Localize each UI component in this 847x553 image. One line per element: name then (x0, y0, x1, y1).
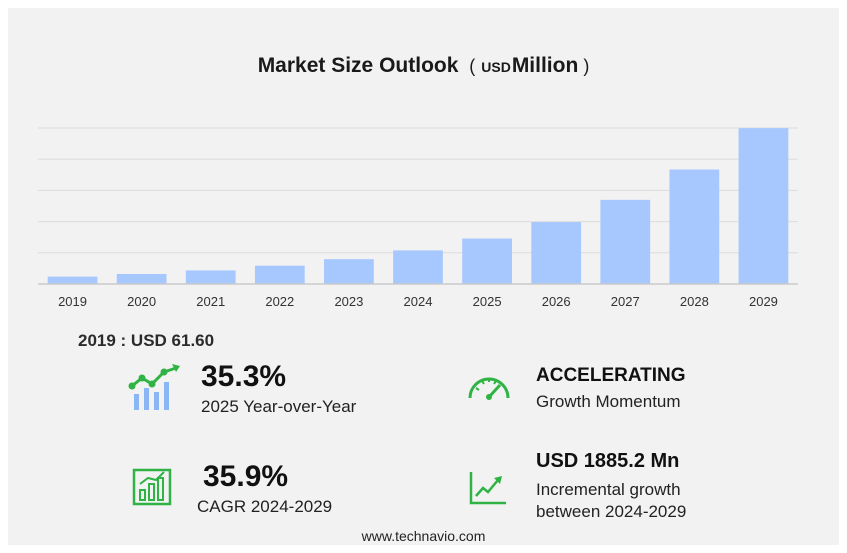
paren-open: ( (464, 56, 476, 76)
chart-title: Market Size Outlook ( USDMillion ) (8, 54, 839, 78)
yoy-value: 35.3% (201, 360, 287, 393)
momentum-stat: ACCELERATING Growth Momentum (536, 365, 686, 413)
bar-2022 (254, 265, 305, 284)
x-tick-label: 2024 (404, 294, 433, 309)
bar-2027 (600, 199, 651, 284)
bar-2019 (47, 276, 98, 284)
bar-2025 (462, 238, 512, 284)
incremental-value: USD 1885.2 Mn (536, 450, 680, 472)
x-tick-label: 2029 (749, 294, 778, 309)
bar-2029 (738, 128, 789, 284)
x-tick-label: 2027 (611, 294, 640, 309)
paren-close: ) (578, 56, 590, 76)
cagr-value: 35.9% (203, 460, 289, 493)
incremental-label-1: Incremental growth (536, 480, 681, 499)
unit-suffix: Million (511, 54, 579, 77)
bar-2021 (185, 270, 236, 284)
x-tick-label: 2026 (542, 294, 571, 309)
cagr-stat: 35.9% CAGR 2024-2029 (197, 460, 332, 518)
cagr-label: CAGR 2024-2029 (197, 497, 333, 516)
chart-card: Market Size Outlook (USDMillion ) 2019 20… (8, 8, 839, 545)
x-tick-label: 2028 (680, 294, 709, 309)
bar-2023 (324, 259, 374, 284)
unit-prefix: USD (481, 59, 511, 75)
bar-2028 (669, 169, 720, 284)
bar-2026 (531, 222, 582, 284)
x-tick-label: 2021 (196, 294, 225, 309)
bar-chart: 2019 2020 2021 2022 2023 2024 2025 2026 2027 2028… (38, 127, 798, 309)
x-tick-label: 2023 (334, 294, 363, 309)
growth-chart-icon (132, 468, 172, 506)
bar-2020 (116, 273, 167, 284)
x-tick-label: 2025 (473, 294, 502, 309)
trend-line-icon (469, 472, 506, 505)
source-footer: www.technavio.com (361, 528, 486, 544)
incremental-label-2: between 2024-2029 (536, 502, 687, 521)
chart-title-text: Market Size Outlook (257, 54, 459, 77)
bar-growth-icon (128, 364, 180, 410)
bar-2024 (393, 250, 443, 284)
x-tick-label: 2022 (265, 294, 294, 309)
x-tick-label: 2019 (58, 294, 87, 309)
incremental-stat: USD 1885.2 Mn Incremental growth between… (536, 450, 686, 523)
x-tick-label: 2020 (127, 294, 156, 309)
yoy-label: 2025 Year-over-Year (201, 397, 357, 416)
base-year-label: 2019 : USD 61.60 (78, 331, 215, 350)
speedometer-icon (468, 377, 510, 400)
momentum-label: Growth Momentum (536, 392, 681, 411)
yoy-stat: 35.3% 2025 Year-over-Year (201, 360, 356, 418)
momentum-value: ACCELERATING (536, 365, 686, 386)
